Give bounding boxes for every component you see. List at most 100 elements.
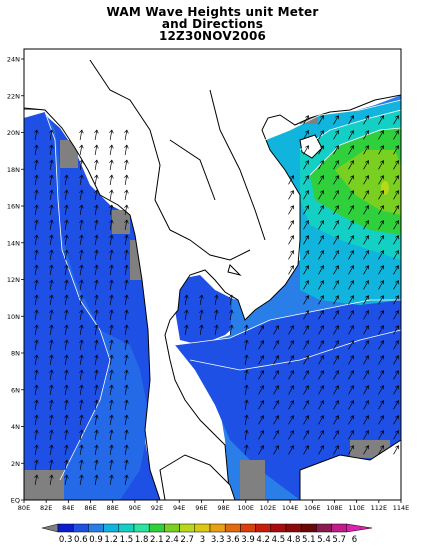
direction-arrow xyxy=(34,309,39,320)
direction-arrow xyxy=(244,339,249,350)
direction-arrow xyxy=(244,429,249,440)
direction-arrow xyxy=(229,309,234,320)
direction-arrow xyxy=(273,400,280,410)
colorbar-label: 4.5 xyxy=(272,535,286,545)
colorbar-label: 0.9 xyxy=(89,535,103,545)
direction-arrow xyxy=(363,370,370,380)
colorbar-swatch xyxy=(88,523,104,533)
direction-arrow xyxy=(393,295,400,305)
direction-arrow xyxy=(109,369,114,380)
direction-arrow xyxy=(288,445,295,455)
direction-arrow xyxy=(49,339,54,350)
lon-tick-label: 104E xyxy=(282,504,299,512)
direction-arrow xyxy=(378,115,385,125)
colorbar-swatch xyxy=(164,523,180,533)
direction-arrow xyxy=(109,339,114,350)
direction-arrow xyxy=(318,445,325,455)
direction-arrow xyxy=(64,399,69,410)
direction-arrow xyxy=(94,174,99,185)
direction-arrow xyxy=(363,325,370,335)
direction-arrow xyxy=(348,235,355,245)
direction-arrow xyxy=(393,355,400,365)
direction-arrow xyxy=(363,385,370,395)
lat-tick-label: 16N xyxy=(7,203,20,211)
direction-arrow xyxy=(348,115,355,125)
direction-arrow xyxy=(124,309,129,320)
direction-arrow xyxy=(79,204,84,215)
direction-arrow xyxy=(79,414,84,425)
direction-arrow xyxy=(378,175,385,185)
direction-arrow xyxy=(79,189,84,200)
lon-tick-label: 94E xyxy=(173,504,185,512)
direction-arrow xyxy=(124,129,129,140)
direction-arrow xyxy=(79,219,84,230)
direction-arrow xyxy=(288,355,295,365)
lon-tick-label: 108E xyxy=(326,504,343,512)
colorbar-swatch xyxy=(270,523,287,533)
direction-arrow xyxy=(109,309,114,320)
direction-arrow xyxy=(333,295,340,305)
direction-arrow xyxy=(288,400,295,410)
southern-scs-fill xyxy=(175,300,401,500)
direction-arrow xyxy=(363,145,370,155)
lat-tick-label: 22N xyxy=(7,92,20,100)
direction-arrow xyxy=(333,430,340,440)
direction-arrow xyxy=(348,400,355,410)
direction-arrow xyxy=(64,249,69,260)
direction-arrow xyxy=(318,175,325,185)
direction-arrow xyxy=(303,160,310,170)
direction-arrow xyxy=(333,115,340,125)
direction-arrow xyxy=(333,355,340,365)
direction-arrow xyxy=(49,219,54,230)
direction-arrow xyxy=(79,249,84,260)
direction-arrow xyxy=(348,175,355,185)
direction-arrow xyxy=(288,385,295,395)
direction-arrow xyxy=(318,190,325,200)
direction-arrow xyxy=(49,399,54,410)
direction-arrow xyxy=(124,354,129,365)
direction-arrow xyxy=(348,280,355,290)
direction-arrow xyxy=(303,190,310,200)
direction-arrow xyxy=(363,265,370,275)
wave-direction-arrows xyxy=(34,115,400,485)
direction-arrow xyxy=(378,280,385,290)
direction-arrow xyxy=(64,474,69,485)
colorbar-label: 1.2 xyxy=(104,535,118,545)
direction-arrow xyxy=(124,264,129,275)
landmass-layer xyxy=(23,48,402,501)
gulf-of-thailand-fill xyxy=(175,275,242,345)
direction-arrow xyxy=(79,144,84,155)
direction-arrow xyxy=(49,204,54,215)
direction-arrow xyxy=(378,265,385,275)
lon-tick-label: 82E xyxy=(40,504,52,512)
direction-arrow xyxy=(303,325,310,335)
colorbar-label: 1.5 xyxy=(120,535,134,545)
direction-arrow xyxy=(378,220,385,230)
direction-arrow xyxy=(363,445,370,455)
direction-arrow xyxy=(258,385,265,395)
direction-arrow xyxy=(94,354,99,365)
direction-arrow xyxy=(184,294,189,305)
lat-tick-label: 24N xyxy=(7,56,20,64)
direction-arrow xyxy=(303,340,310,350)
colorbar-swatch xyxy=(194,523,211,533)
direction-arrow xyxy=(64,324,69,335)
direction-arrow xyxy=(393,145,400,155)
direction-arrow xyxy=(124,294,129,305)
colorbar-label: 0.6 xyxy=(74,535,88,545)
direction-arrow xyxy=(94,219,99,230)
direction-arrow xyxy=(109,234,114,245)
direction-arrow xyxy=(109,144,114,155)
direction-arrow xyxy=(79,279,84,290)
direction-arrow xyxy=(94,234,99,245)
direction-arrow xyxy=(94,429,99,440)
direction-arrow xyxy=(64,264,69,275)
direction-arrow xyxy=(34,159,39,170)
direction-arrow xyxy=(109,174,114,185)
direction-arrow xyxy=(393,115,400,125)
direction-arrow xyxy=(124,159,129,170)
direction-arrow xyxy=(333,265,340,275)
direction-arrow xyxy=(288,175,295,185)
direction-arrow xyxy=(94,309,99,320)
